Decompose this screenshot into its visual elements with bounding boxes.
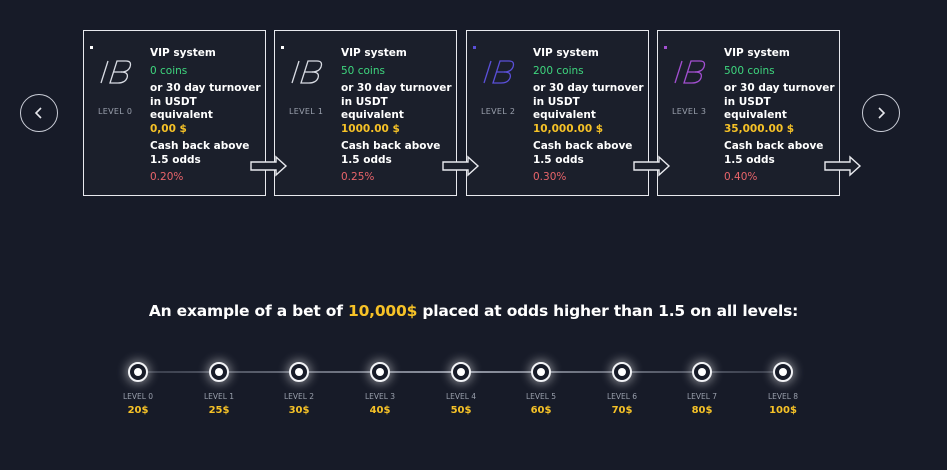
- card-marker: [473, 46, 476, 49]
- heading-text-after: placed at odds higher than 1.5 on all le…: [417, 302, 799, 320]
- step-node-icon: [209, 362, 229, 382]
- level-arrow-icon: [442, 155, 480, 177]
- timeline-step: LEVEL 2 30$: [259, 362, 339, 416]
- usdt-requirement: 1000.00 $: [341, 122, 400, 135]
- cashback-label: Cash back above 1.5 odds: [341, 140, 441, 166]
- step-value: 50$: [450, 405, 472, 416]
- card-title: VIP system: [724, 47, 790, 59]
- step-level: LEVEL 7: [686, 392, 718, 401]
- step-node-icon: [370, 362, 390, 382]
- card-marker: [90, 46, 93, 49]
- level-arrow-icon: [250, 155, 288, 177]
- level-label: LEVEL 1: [289, 107, 324, 116]
- timeline-step: LEVEL 3 40$: [340, 362, 420, 416]
- cashback-timeline: LEVEL 0 20$ LEVEL 1 25$ LEVEL 2 30$ LEVEL 3…: [0, 362, 947, 432]
- step-node-icon: [773, 362, 793, 382]
- vip-level-card: LEVEL 3 VIP system 500 coins or 30 day t…: [657, 30, 840, 196]
- coins-requirement: 0 coins: [150, 64, 188, 77]
- cashback-label: Cash back above 1.5 odds: [533, 140, 633, 166]
- step-level: LEVEL 3: [364, 392, 396, 401]
- level-label: LEVEL 2: [481, 107, 516, 116]
- level-label: LEVEL 3: [672, 107, 707, 116]
- step-value: 30$: [288, 405, 310, 416]
- vip-logo-icon: [674, 60, 706, 84]
- step-node-icon: [612, 362, 632, 382]
- card-title: VIP system: [341, 47, 407, 59]
- vip-logo-icon: [483, 60, 515, 84]
- cashback-percent: 0.40%: [724, 171, 758, 183]
- turnover-label: or 30 day turnover in USDT equivalent: [341, 82, 452, 121]
- step-value: 20$: [127, 405, 149, 416]
- turnover-label: or 30 day turnover in USDT equivalent: [150, 82, 261, 121]
- timeline-step: LEVEL 1 25$: [179, 362, 259, 416]
- cashback-percent: 0.20%: [150, 171, 184, 183]
- cashback-label: Cash back above 1.5 odds: [150, 140, 250, 166]
- card-title: VIP system: [533, 47, 599, 59]
- coins-requirement: 200 coins: [533, 64, 584, 77]
- step-node-icon: [692, 362, 712, 382]
- step-level: LEVEL 5: [525, 392, 557, 401]
- timeline-step: LEVEL 4 50$: [421, 362, 501, 416]
- coins-requirement: 50 coins: [341, 64, 385, 77]
- bet-example-heading: An example of a bet of 10,000$ placed at…: [0, 302, 947, 320]
- step-level: LEVEL 2: [283, 392, 315, 401]
- level-arrow-icon: [633, 155, 671, 177]
- vip-logo-icon: [291, 60, 323, 84]
- step-node-icon: [531, 362, 551, 382]
- step-value: 100$: [769, 405, 797, 416]
- cashback-label: Cash back above 1.5 odds: [724, 140, 824, 166]
- step-node-icon: [451, 362, 471, 382]
- heading-amount: 10,000$: [347, 302, 418, 320]
- level-label: LEVEL 0: [98, 107, 133, 116]
- step-value: 60$: [530, 405, 552, 416]
- step-level: LEVEL 0: [122, 392, 154, 401]
- vip-level-card: LEVEL 1 VIP system 50 coins or 30 day tu…: [274, 30, 457, 196]
- prev-button[interactable]: [20, 94, 58, 132]
- step-level: LEVEL 8: [767, 392, 799, 401]
- step-level: LEVEL 6: [606, 392, 638, 401]
- timeline-step: LEVEL 8 100$: [743, 362, 823, 416]
- vip-logo-icon: [100, 60, 132, 84]
- step-value: 70$: [611, 405, 633, 416]
- step-value: 25$: [208, 405, 230, 416]
- cashback-percent: 0.30%: [533, 171, 567, 183]
- cashback-percent: 0.25%: [341, 171, 375, 183]
- step-level: LEVEL 4: [445, 392, 477, 401]
- vip-level-carousel: LEVEL 0 VIP system 0 coins or 30 day tur…: [0, 30, 947, 196]
- usdt-requirement: 35,000.00 $: [724, 122, 795, 135]
- step-level: LEVEL 1: [203, 392, 235, 401]
- timeline-step: LEVEL 5 60$: [501, 362, 581, 416]
- level-arrow-icon: [824, 155, 862, 177]
- next-button[interactable]: [862, 94, 900, 132]
- timeline-step: LEVEL 6 70$: [582, 362, 662, 416]
- chevron-right-icon: [878, 107, 886, 119]
- step-value: 80$: [691, 405, 713, 416]
- step-node-icon: [128, 362, 148, 382]
- timeline-step: LEVEL 0 20$: [98, 362, 178, 416]
- vip-level-card: LEVEL 0 VIP system 0 coins or 30 day tur…: [83, 30, 266, 196]
- turnover-label: or 30 day turnover in USDT equivalent: [724, 82, 835, 121]
- chevron-left-icon: [34, 107, 42, 119]
- usdt-requirement: 10,000.00 $: [533, 122, 604, 135]
- card-title: VIP system: [150, 47, 216, 59]
- card-marker: [281, 46, 284, 49]
- step-value: 40$: [369, 405, 391, 416]
- vip-level-card: LEVEL 2 VIP system 200 coins or 30 day t…: [466, 30, 649, 196]
- turnover-label: or 30 day turnover in USDT equivalent: [533, 82, 644, 121]
- coins-requirement: 500 coins: [724, 64, 775, 77]
- step-node-icon: [289, 362, 309, 382]
- timeline-step: LEVEL 7 80$: [662, 362, 742, 416]
- usdt-requirement: 0,00 $: [150, 122, 187, 135]
- heading-text-before: An example of a bet of: [148, 302, 348, 320]
- card-marker: [664, 46, 667, 49]
